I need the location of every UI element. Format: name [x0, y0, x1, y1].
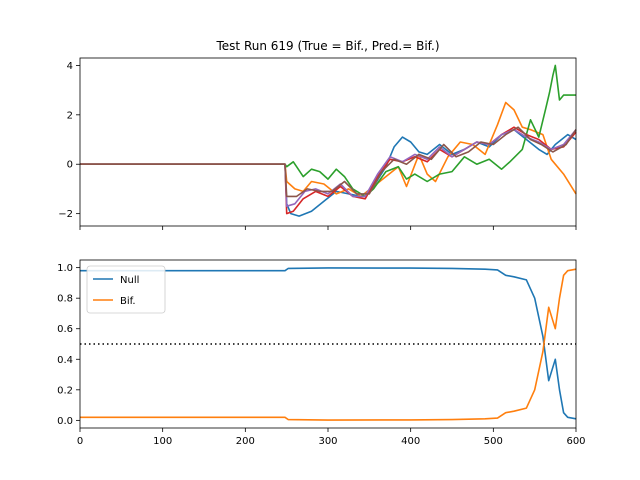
x-tick-label: 600: [566, 436, 585, 447]
y-tick-label: 2: [67, 110, 73, 121]
series-line-bif: [80, 268, 577, 421]
top-panel: −2 0 2 4: [58, 57, 577, 230]
legend-label-null: Null: [120, 275, 139, 286]
x-tick-label: 400: [401, 436, 420, 447]
series-line-0-5: [80, 126, 577, 198]
y-tick-label: 4: [67, 61, 73, 72]
series-line-null: [80, 267, 577, 420]
x-tick-label: 100: [153, 436, 172, 447]
y-tick-label: 0.6: [57, 324, 73, 335]
bottom-axis-ticks: 0.0 0.2 0.4 0.6 0.8 1.0 0 100 200 300 400 500 600: [57, 263, 585, 447]
y-tick-label: 0.4: [57, 355, 73, 366]
chart-title: Test Run 619 (True = Bif., Pred.= Bif.): [216, 39, 440, 53]
bottom-series-group: [80, 267, 577, 421]
x-tick-label: 200: [236, 436, 255, 447]
series-line-0-1: [80, 101, 577, 198]
bottom-panel: 0.0 0.2 0.4 0.6 0.8 1.0 0 100 200 300 400 500 600 Nu…: [57, 259, 586, 447]
y-tick-label: 0.2: [57, 385, 73, 396]
series-line-0-2: [80, 64, 576, 198]
top-series-group: [80, 64, 577, 217]
series-line-0-4: [80, 128, 577, 207]
bottom-plot-frame: [79, 259, 577, 429]
y-tick-label: 1.0: [57, 263, 73, 274]
y-tick-label: 0.0: [57, 416, 73, 427]
legend-box: [86, 265, 166, 314]
x-tick-label: 300: [318, 436, 337, 447]
top-plot-frame: [79, 57, 577, 227]
legend-label-bif: Bif.: [120, 296, 136, 307]
x-tick-label: 0: [77, 436, 83, 447]
series-line-0-3: [80, 126, 577, 215]
y-tick-label: −2: [58, 209, 73, 220]
y-tick-label: 0.8: [57, 294, 73, 305]
x-tick-label: 500: [484, 436, 503, 447]
legend: Null Bif.: [86, 265, 166, 314]
series-line-0-0: [80, 128, 577, 217]
top-axis-ticks: −2 0 2 4: [58, 61, 577, 230]
y-tick-label: 0: [67, 160, 73, 171]
